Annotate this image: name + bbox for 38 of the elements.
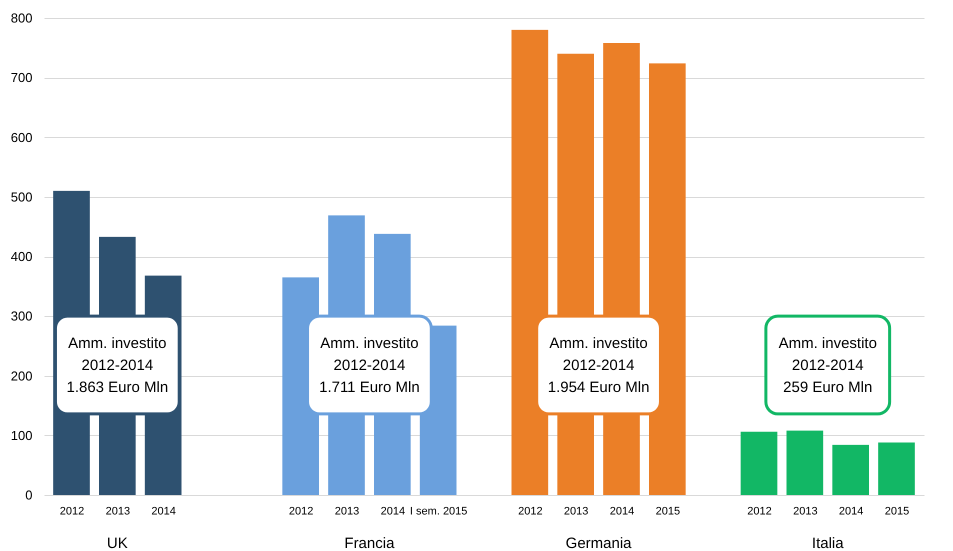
annotation: Amm. investito 2012-2014 1.954 Euro Mln xyxy=(548,335,650,396)
x-tick-label: 2013 xyxy=(564,506,588,518)
x-tick-label: 2014 xyxy=(151,506,176,518)
x-tick-label: 2014 xyxy=(610,506,634,518)
y-tick-label: 500 xyxy=(10,189,32,204)
x-tick-label: 2012 xyxy=(518,506,543,518)
y-tick-label: 600 xyxy=(10,130,32,145)
annotation: Amm. investito 2012-2014 1.863 Euro Mln xyxy=(66,335,168,396)
x-tick-label: 2012 xyxy=(288,506,314,518)
bar xyxy=(786,430,824,495)
text: Francia xyxy=(344,535,396,551)
bar xyxy=(649,63,686,495)
x-tick-label: 2015 xyxy=(656,506,680,518)
x-tick-label: 2014 xyxy=(838,506,864,518)
bar xyxy=(878,442,915,495)
y-tick-label: 100 xyxy=(10,428,32,443)
x-tick-label: 2013 xyxy=(106,506,130,518)
x-tick-label: 2013 xyxy=(793,506,818,518)
x-tick-label: 2015 xyxy=(884,506,910,518)
text: UK xyxy=(106,535,128,551)
annotation: Amm. investito 2012-2014 1.711 Euro Mln xyxy=(319,335,420,396)
y-tick-label: 0 xyxy=(25,488,32,502)
y-tick-label: 700 xyxy=(10,70,32,86)
y-tick-label: 300 xyxy=(10,308,32,324)
x-tick-label: 2012 xyxy=(747,506,772,518)
y-tick-label: 400 xyxy=(10,249,32,264)
x-tick-label: 2014 xyxy=(380,506,406,518)
annotation: Amm. investito 2012-2014 259 Euro Mln xyxy=(778,335,877,396)
x-tick-label: 2013 xyxy=(334,506,360,518)
y-tick-label: 800 xyxy=(10,10,32,26)
bar xyxy=(832,444,869,495)
x-tick-label: 2012 xyxy=(60,506,84,518)
x-tick-label: I sem. 2015 xyxy=(410,506,468,518)
text: Germania xyxy=(566,535,632,551)
bar xyxy=(740,432,778,495)
text: Italia xyxy=(812,535,844,551)
bar xyxy=(512,30,548,495)
y-tick-label: 200 xyxy=(10,368,32,384)
